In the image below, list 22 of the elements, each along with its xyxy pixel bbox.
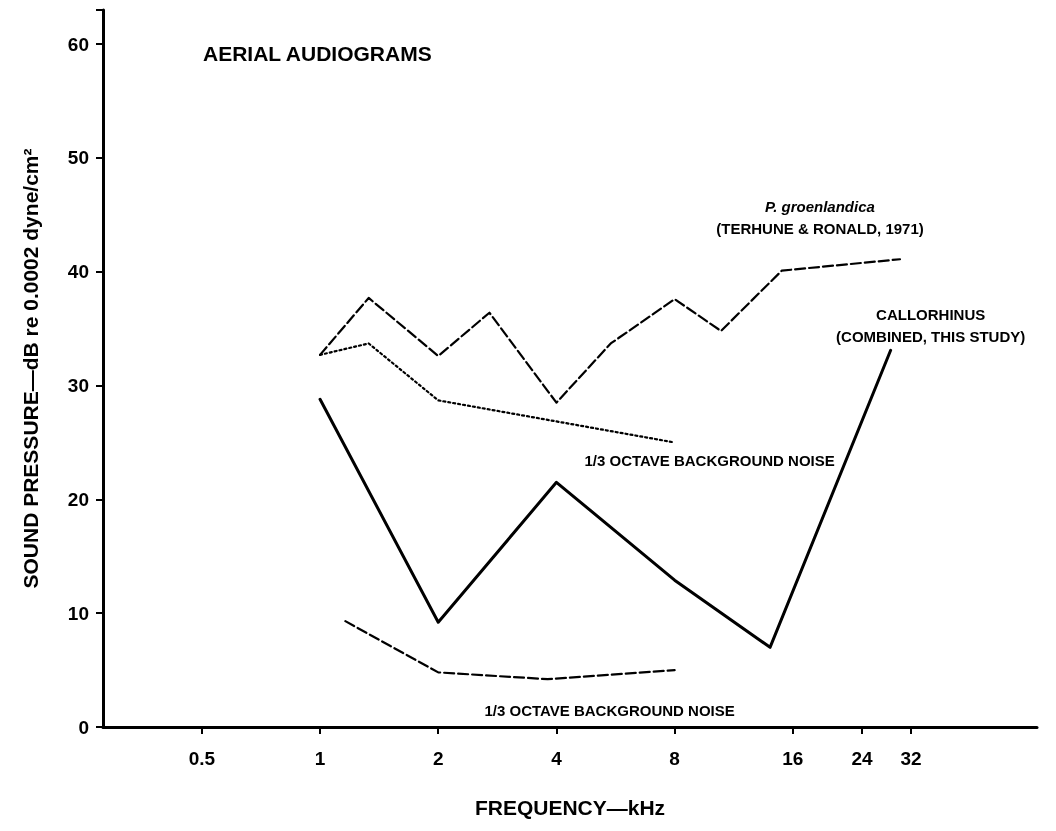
x-tick-label: 0.5	[188, 748, 216, 769]
x-tick-label: 1	[314, 748, 326, 769]
y-axis-title: SOUND PRESSURE—dB re 0.0002 dyne/cm²	[19, 148, 42, 589]
y-tick-label: 60	[67, 33, 89, 55]
x-tick-label: 24	[851, 748, 873, 769]
x-tick-label: 32	[900, 748, 922, 769]
y-tick-label: 30	[67, 375, 89, 397]
y-tick-label: 40	[67, 261, 89, 283]
y-tick-label: 50	[67, 147, 89, 169]
x-tick-label: 16	[782, 748, 804, 769]
series-label: 1/3 OCTAVE BACKGROUND NOISE	[584, 451, 835, 469]
text: P. groenlandica (TERHUNE & RONALD, 1971)	[716, 197, 924, 237]
x-tick-label: 2	[432, 748, 444, 769]
series-label: 1/3 OCTAVE BACKGROUND NOISE	[484, 701, 735, 719]
x-tick-label: 8	[669, 748, 680, 769]
text: CALLORHINUS (COMBINED, THIS STUDY)	[836, 305, 1026, 345]
text: AERIAL AUDIOGRAMS	[203, 42, 432, 65]
y-tick-label: 10	[67, 602, 89, 624]
y-tick-label: 20	[67, 488, 89, 510]
y-tick-label: 0	[78, 716, 89, 738]
x-axis-title: FREQUENCY—kHz	[474, 796, 666, 819]
x-tick-label: 4	[551, 748, 563, 769]
